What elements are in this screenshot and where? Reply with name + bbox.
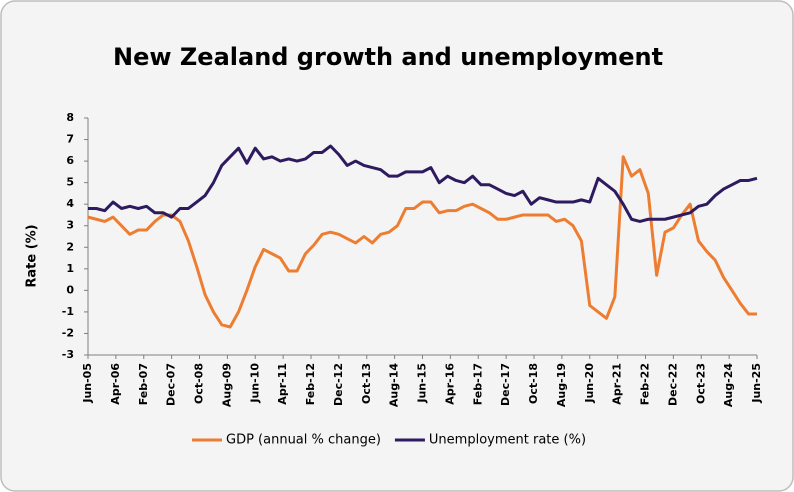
x-tick-label: Jun-25 [750,363,763,404]
x-tick-label: Apr-06 [109,363,122,405]
y-tick-label: 7 [66,133,74,146]
y-tick-label: 6 [66,154,74,167]
x-tick-label: Oct-13 [360,363,373,404]
x-tick-label: Aug-24 [722,363,735,407]
x-tick-label: Dec-07 [165,363,178,406]
series-line [88,144,758,223]
x-tick-label: Dec-17 [499,363,512,406]
x-tick-label: Feb-12 [304,363,317,405]
x-tick-label: Apr-21 [611,363,624,405]
x-tick-label: Apr-11 [276,363,289,405]
y-tick-label: -3 [62,348,74,361]
x-tick-label: Dec-12 [332,363,345,406]
x-tick-label: Jun-15 [416,363,429,404]
y-tick-label: -2 [62,326,74,339]
x-tick-label: Apr-16 [443,363,456,405]
x-tick-label: Oct-23 [694,363,707,404]
y-tick-label: 5 [66,176,74,189]
x-tick-label: Jun-20 [583,363,596,404]
x-tick-label: Oct-08 [193,363,206,404]
x-tick-label: Aug-19 [555,363,568,407]
y-tick-label: -1 [62,305,74,318]
x-tick-label: Aug-14 [388,363,401,407]
series-line [87,155,757,329]
legend-label: Unemployment rate (%) [429,433,586,448]
x-tick-label: Jun-10 [248,363,261,404]
y-tick-label: 0 [66,283,74,296]
x-tick-label: Jun-05 [81,363,94,404]
y-tick-label: 1 [66,262,74,275]
chart-title: New Zealand growth and unemployment [113,43,663,71]
y-tick-label: 4 [66,197,74,210]
y-tick-label: 3 [66,219,74,232]
x-tick-label: Oct-18 [527,363,540,404]
legend-label: GDP (annual % change) [226,433,381,448]
x-tick-label: Dec-22 [666,363,679,406]
y-tick-label: 2 [66,240,74,253]
x-tick-label: Feb-17 [471,363,484,405]
x-tick-label: Aug-09 [220,363,233,407]
y-axis-label: Rate (%) [25,224,40,287]
y-tick-label: 8 [66,111,74,124]
x-tick-label: Feb-22 [639,363,652,405]
x-tick-label: Feb-07 [137,363,150,405]
